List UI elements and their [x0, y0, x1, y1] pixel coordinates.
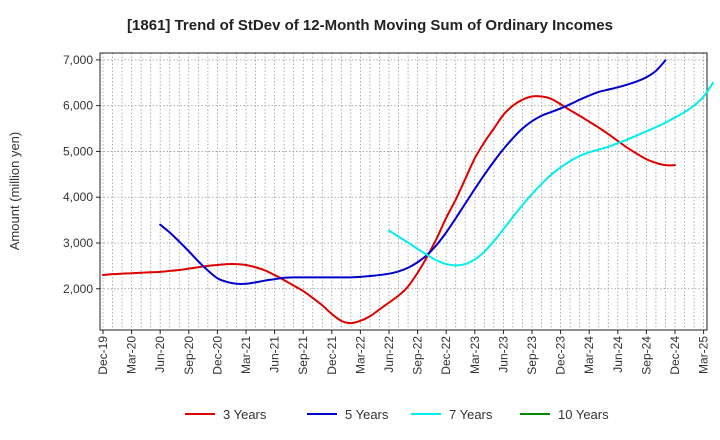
x-axis: Dec-19 Mar-20 Jun-20 Sep-20 Dec-20 Mar-21 Jun-… — [96, 330, 711, 375]
x-tick-label: Dec-22 — [439, 336, 453, 375]
x-tick-label: Jun-21 — [268, 336, 282, 373]
x-tick-label: Jun-20 — [153, 336, 167, 373]
series-layer — [102, 59, 715, 325]
x-tick-label: Sep-21 — [296, 336, 310, 375]
x-tick-label: Jun-22 — [382, 336, 396, 373]
x-tick-label: Mar-20 — [125, 336, 139, 374]
x-tick-label: Dec-23 — [554, 336, 568, 375]
series-line-5-years — [159, 59, 667, 285]
series-line-7-years — [388, 81, 715, 267]
legend-label-5-years: 5 Years — [345, 407, 389, 422]
x-tick-label: Dec-24 — [668, 336, 682, 375]
x-tick-label: Dec-21 — [325, 336, 339, 375]
grid-layer — [100, 53, 707, 330]
x-tick-label: Sep-22 — [411, 336, 425, 375]
y-tick-label: 3,000 — [63, 236, 93, 250]
x-tick-label: Jun-24 — [611, 336, 625, 373]
legend-label-7-years: 7 Years — [449, 407, 493, 422]
x-tick-label: Dec-20 — [210, 336, 224, 375]
x-tick-label: Sep-24 — [639, 336, 653, 375]
x-tick-label: Mar-22 — [353, 336, 367, 374]
legend-label-3-years: 3 Years — [223, 407, 267, 422]
y-tick-label: 7,000 — [63, 53, 93, 67]
x-tick-label: Mar-25 — [697, 336, 711, 374]
series-line-3-years — [102, 95, 676, 325]
y-tick-label: 2,000 — [63, 282, 93, 296]
x-tick-label: Sep-20 — [182, 336, 196, 375]
y-tick-label: 5,000 — [63, 144, 93, 158]
x-tick-label: Mar-24 — [582, 336, 596, 374]
legend-label-10-years: 10 Years — [558, 407, 609, 422]
x-tick-label: Dec-19 — [96, 336, 110, 375]
chart-title: [1861] Trend of StDev of 12-Month Moving… — [127, 17, 613, 34]
x-tick-label: Mar-23 — [468, 336, 482, 374]
x-tick-label: Sep-23 — [525, 336, 539, 375]
legend: 3 Years 5 Years 7 Years 10 Years — [185, 407, 609, 422]
y-tick-label: 6,000 — [63, 99, 93, 113]
y-axis: 2,000 3,000 4,000 5,000 6,000 7,000 — [63, 53, 100, 296]
y-tick-label: 4,000 — [63, 190, 93, 204]
x-tick-label: Mar-21 — [239, 336, 253, 374]
y-axis-label: Amount (million yen) — [7, 132, 22, 251]
x-tick-label: Jun-23 — [496, 336, 510, 373]
plot-frame — [99, 52, 708, 331]
